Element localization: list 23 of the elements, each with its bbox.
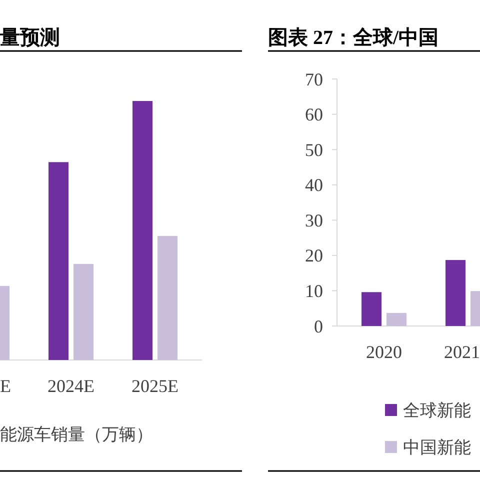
bar <box>132 101 152 360</box>
bar <box>362 292 382 326</box>
chart-title: 图表 27：全球/中国 <box>268 27 439 49</box>
bar <box>158 236 178 360</box>
x-tick-label: E <box>0 376 11 396</box>
y-tick-label: 70 <box>305 69 323 90</box>
y-tick-label: 20 <box>305 246 323 266</box>
chart-title: 量预测 <box>0 27 60 49</box>
x-tick-label: 2025E <box>132 376 178 396</box>
legend-label: 全球新能 <box>403 400 471 420</box>
bar <box>446 260 466 326</box>
bar <box>48 162 68 360</box>
x-tick-label: 2024E <box>48 376 94 396</box>
y-tick-label: 0 <box>314 316 323 336</box>
y-tick-label: 60 <box>305 104 323 125</box>
y-tick-label: 30 <box>305 210 323 230</box>
y-tick-label: 10 <box>305 281 323 302</box>
x-tick-label: 2021 <box>444 342 480 362</box>
legend-label: 中国新能 <box>403 438 471 457</box>
y-tick-label: 50 <box>305 140 323 160</box>
x-tick-label: 2020 <box>366 342 402 362</box>
text: 能源车销量（万辆） <box>0 425 153 444</box>
y-tick-label: 40 <box>305 175 323 196</box>
